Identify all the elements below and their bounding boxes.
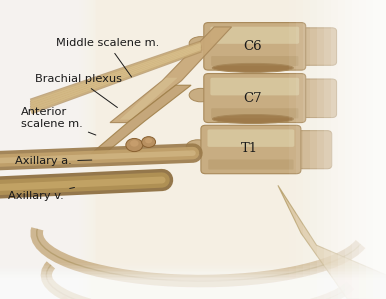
Bar	[0, 0, 83, 299]
Bar	[0, 0, 73, 299]
Bar	[0, 0, 68, 299]
Ellipse shape	[189, 89, 212, 102]
Bar	[0, 271, 386, 299]
Bar	[352, 0, 386, 299]
Bar	[0, 0, 42, 299]
FancyBboxPatch shape	[204, 23, 306, 70]
Ellipse shape	[186, 140, 209, 153]
FancyBboxPatch shape	[293, 79, 337, 118]
Circle shape	[126, 138, 143, 152]
Bar	[0, 278, 386, 299]
Bar	[0, 0, 91, 299]
FancyBboxPatch shape	[204, 74, 306, 123]
Circle shape	[142, 137, 156, 147]
Bar	[0, 0, 69, 299]
Bar	[0, 0, 79, 299]
Bar	[290, 0, 386, 299]
Bar	[0, 0, 60, 299]
Bar	[0, 0, 71, 299]
Bar	[0, 280, 386, 299]
Text: Axillary v.: Axillary v.	[8, 187, 74, 201]
FancyBboxPatch shape	[208, 129, 294, 147]
Polygon shape	[91, 85, 191, 154]
Polygon shape	[120, 78, 178, 120]
Text: T1: T1	[240, 141, 257, 155]
Bar	[0, 0, 77, 299]
Bar	[0, 0, 96, 299]
Bar	[0, 0, 52, 299]
Bar	[303, 0, 386, 299]
Bar	[0, 269, 386, 299]
Bar	[366, 0, 386, 299]
FancyBboxPatch shape	[211, 108, 298, 118]
Text: Brachial plexus: Brachial plexus	[35, 74, 122, 108]
Bar	[0, 0, 66, 299]
Ellipse shape	[189, 37, 212, 50]
Bar	[0, 0, 44, 299]
Bar	[296, 0, 386, 299]
Bar	[380, 0, 386, 299]
Bar	[0, 0, 64, 299]
Bar	[0, 274, 386, 299]
Text: Anterior
scalene m.: Anterior scalene m.	[21, 107, 96, 135]
Bar	[359, 0, 386, 299]
Text: C7: C7	[244, 91, 262, 105]
Bar	[0, 0, 75, 299]
Bar	[317, 0, 386, 299]
Bar	[0, 0, 95, 299]
Bar	[0, 0, 46, 299]
FancyBboxPatch shape	[210, 27, 299, 44]
Text: Axillary a.: Axillary a.	[15, 156, 92, 167]
Bar	[0, 0, 56, 299]
Bar	[0, 0, 85, 299]
Text: C6: C6	[244, 40, 262, 53]
Bar	[338, 0, 386, 299]
Text: Middle scalene m.: Middle scalene m.	[56, 38, 159, 77]
Bar	[0, 268, 386, 299]
Circle shape	[145, 138, 152, 144]
FancyBboxPatch shape	[208, 159, 293, 170]
Bar	[0, 0, 87, 299]
FancyBboxPatch shape	[201, 125, 301, 174]
Bar	[0, 0, 81, 299]
Bar	[0, 275, 386, 299]
Bar	[0, 0, 93, 299]
Bar	[0, 266, 386, 299]
Circle shape	[130, 140, 139, 147]
Bar	[0, 0, 89, 299]
Bar	[0, 263, 386, 299]
Bar	[345, 0, 386, 299]
Bar	[310, 0, 386, 299]
FancyBboxPatch shape	[211, 56, 298, 66]
Bar	[331, 0, 386, 299]
Bar	[0, 0, 54, 299]
Bar	[0, 0, 50, 299]
Bar	[0, 0, 48, 299]
Polygon shape	[278, 185, 386, 299]
Bar	[373, 0, 386, 299]
Bar	[0, 0, 41, 299]
Ellipse shape	[212, 115, 293, 123]
FancyBboxPatch shape	[210, 78, 299, 95]
Bar	[0, 277, 386, 299]
Bar	[0, 0, 58, 299]
Bar	[0, 265, 386, 299]
FancyBboxPatch shape	[293, 28, 337, 65]
Bar	[0, 0, 62, 299]
Ellipse shape	[212, 63, 293, 72]
FancyBboxPatch shape	[288, 131, 332, 169]
Bar	[0, 272, 386, 299]
Bar	[324, 0, 386, 299]
Polygon shape	[110, 27, 232, 123]
